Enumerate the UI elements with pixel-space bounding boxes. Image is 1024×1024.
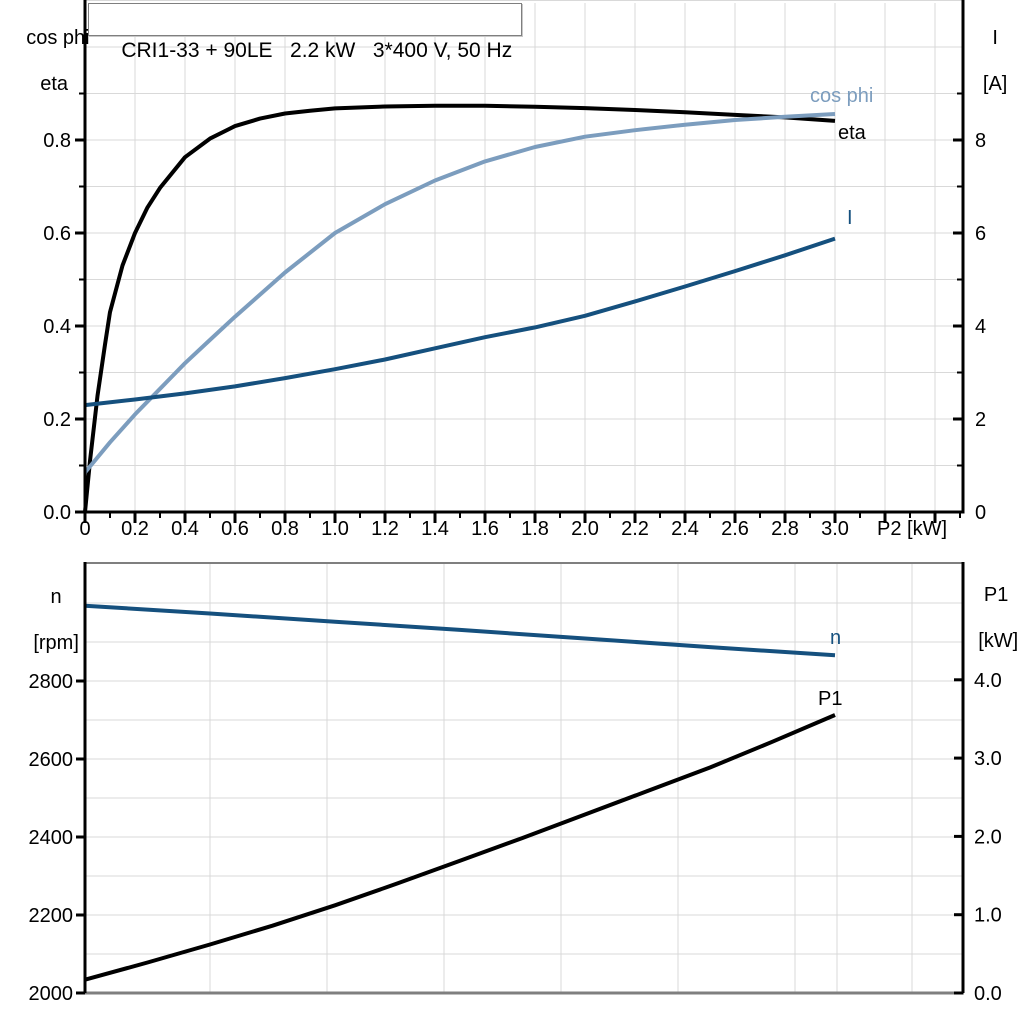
- svg-text:0.4: 0.4: [171, 518, 199, 540]
- chart-title: CRI1-33 + 90LE 2.2 kW 3*400 V, 50 Hz: [121, 39, 513, 62]
- svg-text:2800: 2800: [29, 671, 74, 693]
- svg-text:1.4: 1.4: [421, 518, 449, 540]
- svg-text:0: 0: [975, 502, 986, 524]
- rpm-unit-label: [rpm]: [33, 632, 79, 654]
- svg-text:0.6: 0.6: [43, 223, 71, 245]
- speed-axis-label: n: [50, 586, 62, 608]
- svg-text:0.8: 0.8: [271, 518, 299, 540]
- bottom-chart-curves: [84, 603, 836, 982]
- p1-curve-label: P1: [818, 688, 843, 710]
- current-curve: [84, 236, 836, 408]
- svg-text:0.2: 0.2: [121, 518, 149, 540]
- svg-text:6: 6: [975, 223, 986, 245]
- cos-phi-axis-label: cos phi: [26, 27, 90, 49]
- eta-axis-label: eta: [40, 73, 69, 95]
- bottom-chart-grid: [85, 563, 963, 993]
- svg-text:2.0: 2.0: [974, 826, 1002, 848]
- cos-phi-curve: [83, 112, 836, 474]
- svg-text:2600: 2600: [29, 749, 74, 771]
- x-axis-unit-label: P2 [kW]: [877, 518, 948, 540]
- svg-text:0.2: 0.2: [43, 409, 71, 431]
- svg-text:3.0: 3.0: [974, 748, 1002, 770]
- top-chart-curves: [83, 103, 836, 513]
- svg-text:4.0: 4.0: [974, 670, 1002, 692]
- svg-text:1.0: 1.0: [974, 905, 1002, 927]
- bottom-chart-axes: [83, 562, 965, 995]
- svg-text:0: 0: [79, 518, 90, 540]
- top-right-axis-caption: I [A]: [956, 4, 1012, 119]
- svg-text:2.8: 2.8: [771, 518, 799, 540]
- eta-curve: [83, 103, 836, 513]
- top-chart-ticks: [75, 92, 963, 523]
- bottom-chart-ticks: [76, 678, 963, 995]
- bottom-left-axis-caption: n [rpm]: [8, 563, 82, 678]
- svg-text:1.0: 1.0: [321, 518, 349, 540]
- eta-curve-label: eta: [838, 122, 866, 144]
- p1-axis-label: P1: [983, 584, 1009, 606]
- svg-text:2.6: 2.6: [721, 518, 749, 540]
- bottom-chart-tick-labels: 2000 2200 2400 2600 2800 0.0 1.0 2.0 3.0 4.0: [29, 670, 1002, 1005]
- svg-text:2.0: 2.0: [571, 518, 599, 540]
- speed-curve: [84, 603, 836, 658]
- svg-text:2200: 2200: [29, 905, 74, 927]
- svg-text:2.4: 2.4: [671, 518, 699, 540]
- svg-text:2.2: 2.2: [621, 518, 649, 540]
- speed-curve-label: n: [830, 627, 842, 649]
- current-curve-label: I: [847, 207, 853, 229]
- svg-text:0.0: 0.0: [974, 983, 1002, 1005]
- svg-text:1.2: 1.2: [371, 518, 399, 540]
- top-left-axis-caption: cos phi eta: [4, 4, 89, 119]
- svg-text:2: 2: [975, 409, 986, 431]
- svg-text:0.6: 0.6: [221, 518, 249, 540]
- svg-text:2400: 2400: [29, 827, 74, 849]
- bottom-right-axis-caption: P1 [kW]: [956, 561, 1018, 676]
- svg-text:0.0: 0.0: [43, 502, 71, 524]
- svg-text:3.0: 3.0: [821, 518, 849, 540]
- kw-unit-label: [kW]: [978, 630, 1019, 652]
- ampere-unit-label: [A]: [982, 73, 1008, 95]
- top-chart-grid: [85, 0, 963, 512]
- chart-title-box: CRI1-33 + 90LE 2.2 kW 3*400 V, 50 Hz: [88, 3, 523, 62]
- svg-text:4: 4: [975, 316, 986, 338]
- input-power-curve: [84, 713, 836, 982]
- svg-text:8: 8: [975, 130, 986, 152]
- top-chart-tick-labels: 0 0.2 0.4 0.6 0.8 1.0 1.2 1.4 1.6 1.8 2.0 2.2 2.4 2.6…: [43, 130, 986, 540]
- current-axis-label: I: [992, 27, 998, 49]
- svg-text:1.8: 1.8: [521, 518, 549, 540]
- svg-text:0.8: 0.8: [43, 130, 71, 152]
- top-chart-axes: [83, 0, 965, 514]
- svg-text:0.4: 0.4: [43, 316, 71, 338]
- svg-text:1.6: 1.6: [471, 518, 499, 540]
- svg-text:2000: 2000: [29, 983, 74, 1005]
- cos-phi-curve-label: cos phi: [810, 85, 874, 107]
